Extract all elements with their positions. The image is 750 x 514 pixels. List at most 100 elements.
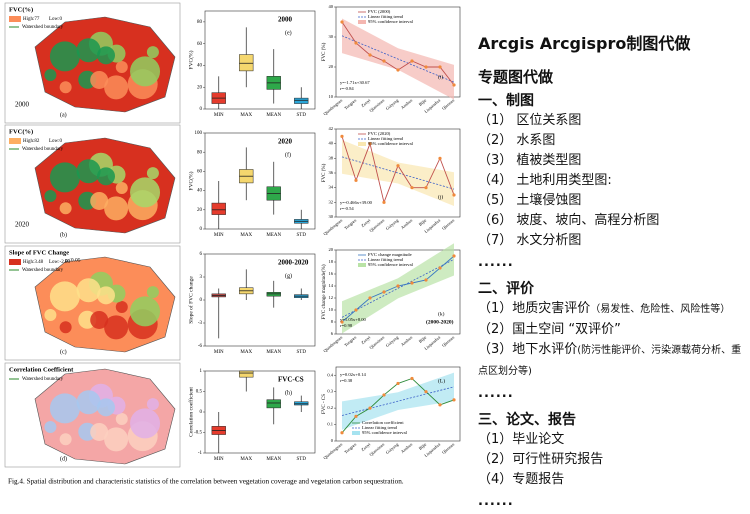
x-tick-label: Zunyi bbox=[360, 334, 372, 345]
x-tick-label: STD bbox=[297, 457, 307, 462]
y-tick-label: 6 bbox=[200, 252, 203, 257]
y-axis-label: FVC change magnitude(%) bbox=[322, 264, 327, 319]
y-tick-label: 0 bbox=[200, 410, 203, 415]
x-tick-label: MIN bbox=[214, 233, 224, 238]
map-letter: (d) bbox=[60, 455, 67, 462]
panel-letter: (i) bbox=[438, 73, 443, 80]
legend-low: Low:0 bbox=[49, 17, 63, 22]
x-tick-label: Bijie bbox=[418, 218, 428, 227]
box-title: 2020 bbox=[278, 138, 293, 146]
data-point bbox=[382, 393, 386, 397]
map-patch bbox=[49, 162, 80, 193]
x-tick-label: STD bbox=[297, 113, 307, 118]
x-tick-label: MEAN bbox=[266, 113, 281, 118]
map-patch bbox=[44, 421, 57, 434]
legend-series: FVC (2000) bbox=[368, 9, 391, 14]
y-tick-label: 0.2 bbox=[327, 405, 333, 410]
legend-boundary-label: Watershed boundary bbox=[22, 25, 64, 30]
x-tick-label: Bijie bbox=[418, 335, 428, 344]
y-tick-label: 20 bbox=[329, 247, 334, 252]
map-patch bbox=[104, 315, 129, 340]
legend-series: Correlation coefficient bbox=[362, 420, 404, 425]
y-tick-label: 12 bbox=[329, 295, 334, 300]
x-tick-label: Qianxinan bbox=[368, 217, 386, 233]
data-point bbox=[438, 156, 442, 160]
box-title: 2000 bbox=[278, 16, 293, 24]
box bbox=[239, 54, 254, 72]
item-text: （1） 区位关系图 bbox=[478, 113, 582, 128]
item-text: （1）地质灾害评价 bbox=[478, 301, 591, 316]
plot-frame bbox=[204, 370, 316, 454]
data-point bbox=[410, 376, 414, 381]
map-patch bbox=[146, 398, 159, 411]
map-patch bbox=[115, 301, 128, 313]
x-tick-label: Guiyang bbox=[385, 217, 400, 231]
legend-band-key bbox=[358, 142, 366, 146]
map-patch bbox=[96, 167, 115, 186]
map-patch bbox=[146, 167, 159, 180]
data-point bbox=[396, 381, 400, 386]
map-patch bbox=[44, 69, 57, 82]
r-value: r=-0.84 bbox=[340, 86, 354, 91]
legend-ramp bbox=[9, 16, 21, 22]
x-tick-label: Bijie bbox=[418, 442, 428, 451]
x-tick-label: MAX bbox=[240, 457, 252, 462]
y-axis-label: FVC (%) bbox=[322, 42, 327, 61]
map-patch bbox=[49, 41, 80, 72]
legend-boundary-label: Watershed boundary bbox=[22, 268, 64, 273]
list-item: （4） 土地利用类型图: bbox=[478, 171, 746, 191]
map-title: Correlation Coefficient bbox=[9, 366, 74, 373]
map-sig: p<0.05 bbox=[65, 257, 81, 263]
map-letter: (a) bbox=[60, 111, 67, 118]
y-tick-label: 0.3 bbox=[327, 389, 333, 394]
data-point bbox=[354, 414, 358, 418]
box-letter: (f) bbox=[285, 151, 291, 158]
data-point bbox=[396, 164, 400, 168]
legend-fit: Linear fitting trend bbox=[368, 14, 404, 19]
legend-band: 95% confidence interval bbox=[368, 262, 414, 267]
item-text: （6） 坡度、坡向、高程分析图 bbox=[478, 213, 660, 228]
legend-boundary-label: Watershed boundary bbox=[22, 377, 64, 382]
y-tick-label: 20 bbox=[329, 64, 334, 69]
confidence-band bbox=[342, 139, 454, 207]
x-tick-label: Guiyang bbox=[385, 97, 400, 111]
ellipsis: ...... bbox=[478, 255, 514, 270]
map-title: FVC(%) bbox=[9, 6, 33, 13]
item-text: （2）国土空间 “双评价” bbox=[478, 322, 621, 337]
panel-letter: (L) bbox=[438, 377, 445, 384]
item-text: （2）可行性研究报告 bbox=[478, 452, 604, 467]
data-point bbox=[368, 296, 372, 300]
map-title: Slope of FVC Change bbox=[9, 249, 69, 256]
map-patch bbox=[96, 286, 115, 305]
item-note: (防污性能评价、污染源载荷分析、重点区划分等) bbox=[478, 345, 742, 377]
data-point bbox=[368, 53, 372, 57]
x-tick-label: Tongren bbox=[343, 334, 358, 348]
y-tick-label: 30 bbox=[329, 214, 334, 219]
data-point bbox=[410, 281, 414, 285]
equation: y=-0.466x+39.00 bbox=[340, 200, 373, 205]
text-panel: Arcgis Arcgispro制图代做 专题图代做 一、制图 （1） 区位关系图… bbox=[478, 30, 746, 514]
box-letter: (e) bbox=[285, 29, 292, 36]
legend-fit: Linear fitting trend bbox=[368, 257, 404, 262]
x-tick-label: Qiandongnan bbox=[322, 217, 344, 236]
y-tick-label: -1 bbox=[198, 451, 203, 456]
x-tick-label: Anshun bbox=[400, 334, 414, 347]
y-tick-label: 30 bbox=[329, 34, 334, 39]
legend-high: High:3.48 bbox=[23, 260, 44, 265]
data-point bbox=[438, 65, 442, 69]
list-item: （2）国土空间 “双评价” bbox=[478, 320, 746, 340]
map-patch bbox=[104, 75, 129, 100]
map-year: 2020 bbox=[15, 221, 30, 229]
box bbox=[211, 202, 226, 215]
map-patch bbox=[59, 321, 72, 334]
legend-series: FVC (2020) bbox=[368, 131, 391, 136]
map-patch bbox=[49, 393, 80, 424]
ellipsis: ...... bbox=[478, 494, 514, 509]
y-tick-label: 60 bbox=[197, 170, 203, 175]
y-tick-label: -0.5 bbox=[194, 431, 202, 436]
x-tick-label: MIN bbox=[214, 457, 224, 462]
data-point bbox=[382, 200, 386, 204]
y-axis-label: FVC(%) bbox=[187, 171, 194, 190]
map-patch bbox=[59, 202, 72, 215]
item-text: （1）毕业论文 bbox=[478, 432, 565, 447]
